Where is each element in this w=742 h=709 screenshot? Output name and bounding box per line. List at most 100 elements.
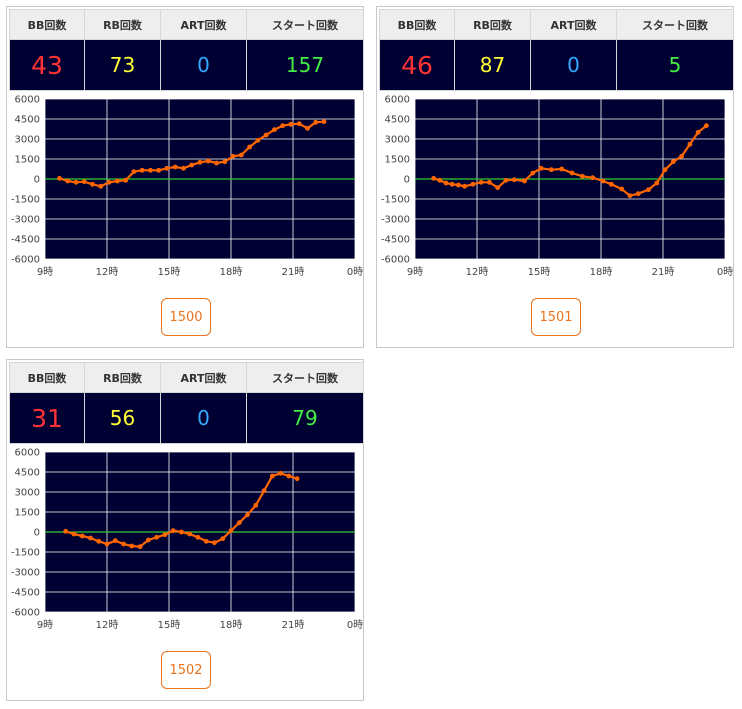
data-point bbox=[205, 158, 211, 164]
data-point bbox=[131, 169, 137, 175]
y-tick-label: 4500 bbox=[15, 115, 40, 126]
data-point bbox=[559, 166, 565, 172]
data-point bbox=[462, 183, 467, 189]
data-point bbox=[114, 178, 120, 184]
rb-count: 87 bbox=[454, 39, 531, 91]
data-point bbox=[580, 173, 585, 179]
data-point bbox=[608, 181, 614, 187]
y-tick-label: 0 bbox=[34, 175, 40, 186]
header-rb: RB回数 bbox=[454, 8, 531, 41]
x-tick-label: 21時 bbox=[282, 266, 305, 278]
stats-header-row: BB回数 RB回数 ART回数 スタート回数 bbox=[9, 8, 364, 41]
x-tick-label: 18時 bbox=[220, 266, 243, 278]
data-point bbox=[71, 531, 77, 537]
data-point bbox=[590, 175, 596, 181]
data-point bbox=[170, 528, 176, 534]
y-tick-label: 3000 bbox=[15, 135, 40, 146]
x-tick-label: 9時 bbox=[37, 266, 53, 278]
data-point bbox=[278, 470, 283, 476]
stats-table: BB回数 RB回数 ART回数 スタート回数 43 73 0 157 bbox=[9, 8, 364, 91]
data-point bbox=[88, 535, 93, 541]
data-point bbox=[487, 179, 492, 185]
y-tick-label: 1500 bbox=[15, 155, 40, 166]
y-tick-label: -1500 bbox=[381, 195, 410, 206]
header-start: スタート回数 bbox=[616, 8, 734, 41]
x-tick-label: 9時 bbox=[37, 619, 53, 631]
data-point bbox=[478, 179, 484, 185]
stats-value-row: 43 73 0 157 bbox=[9, 39, 364, 91]
header-art: ART回数 bbox=[530, 8, 617, 41]
y-tick-label: 3000 bbox=[385, 135, 410, 146]
machine-number-button[interactable]: 1500 bbox=[161, 298, 211, 336]
start-count: 5 bbox=[616, 39, 734, 91]
data-point bbox=[255, 137, 261, 143]
data-point bbox=[187, 531, 193, 537]
data-point bbox=[437, 177, 443, 183]
data-point bbox=[245, 512, 250, 518]
data-point bbox=[104, 541, 110, 547]
art-count: 0 bbox=[160, 39, 247, 91]
data-point bbox=[670, 159, 676, 165]
data-point bbox=[679, 153, 684, 159]
data-point bbox=[121, 541, 126, 547]
data-point bbox=[81, 179, 87, 185]
data-point bbox=[181, 165, 186, 171]
data-point bbox=[261, 488, 267, 494]
x-tick-label: 0時 bbox=[717, 266, 733, 278]
data-point bbox=[156, 167, 162, 173]
x-tick-label: 21時 bbox=[282, 619, 305, 631]
data-point bbox=[214, 160, 219, 166]
x-tick-label: 0時 bbox=[347, 266, 363, 278]
data-point bbox=[627, 193, 633, 199]
data-point bbox=[98, 183, 104, 189]
data-point bbox=[154, 534, 160, 540]
data-point bbox=[470, 181, 476, 187]
data-point bbox=[522, 178, 527, 184]
y-tick-label: 3000 bbox=[15, 488, 40, 499]
machine-panel-1500: BB回数 RB回数 ART回数 スタート回数 43 73 0 157 6000 4… bbox=[6, 6, 364, 348]
data-point bbox=[313, 119, 319, 125]
data-point bbox=[456, 182, 461, 188]
y-tick-label: 1500 bbox=[385, 155, 410, 166]
rb-count: 56 bbox=[84, 392, 161, 444]
x-tick-label: 15時 bbox=[158, 619, 181, 631]
x-tick-label: 18時 bbox=[590, 266, 613, 278]
machine-number-button[interactable]: 1502 bbox=[161, 651, 211, 689]
data-point bbox=[145, 537, 151, 543]
data-point bbox=[288, 121, 294, 127]
data-point bbox=[635, 191, 641, 197]
machine-panel-1502: BB回数 RB回数 ART回数 スタート回数 31 56 0 79 6000 45… bbox=[6, 359, 364, 701]
header-start: スタート回数 bbox=[246, 8, 364, 41]
y-tick-label: 4500 bbox=[385, 115, 410, 126]
header-rb: RB回数 bbox=[84, 8, 161, 41]
data-point bbox=[296, 121, 302, 127]
data-point bbox=[253, 502, 259, 508]
data-point bbox=[106, 179, 112, 185]
x-tick-label: 15時 bbox=[158, 266, 181, 278]
data-point bbox=[236, 520, 242, 526]
x-tick-label: 12時 bbox=[466, 266, 489, 278]
stats-table: BB回数 RB回数 ART回数 スタート回数 31 56 0 79 bbox=[9, 361, 364, 444]
data-point bbox=[619, 186, 625, 192]
y-tick-label: 0 bbox=[404, 175, 410, 186]
machine-number-button[interactable]: 1501 bbox=[531, 298, 581, 336]
data-point bbox=[164, 165, 170, 171]
data-point bbox=[63, 528, 69, 534]
x-tick-label: 21時 bbox=[652, 266, 675, 278]
y-tick-label: 4500 bbox=[15, 468, 40, 479]
x-tick-label: 15時 bbox=[528, 266, 551, 278]
y-tick-label: -3000 bbox=[381, 215, 410, 226]
data-point bbox=[280, 123, 286, 129]
header-bb: BB回数 bbox=[9, 361, 85, 394]
header-start: スタート回数 bbox=[246, 361, 364, 394]
header-rb: RB回数 bbox=[84, 361, 161, 394]
data-point bbox=[662, 167, 668, 173]
data-point bbox=[269, 473, 275, 479]
data-point bbox=[129, 543, 135, 549]
data-point bbox=[704, 123, 709, 129]
y-tick-label: -1500 bbox=[11, 195, 40, 206]
data-point bbox=[321, 119, 327, 125]
header-art: ART回数 bbox=[160, 361, 247, 394]
